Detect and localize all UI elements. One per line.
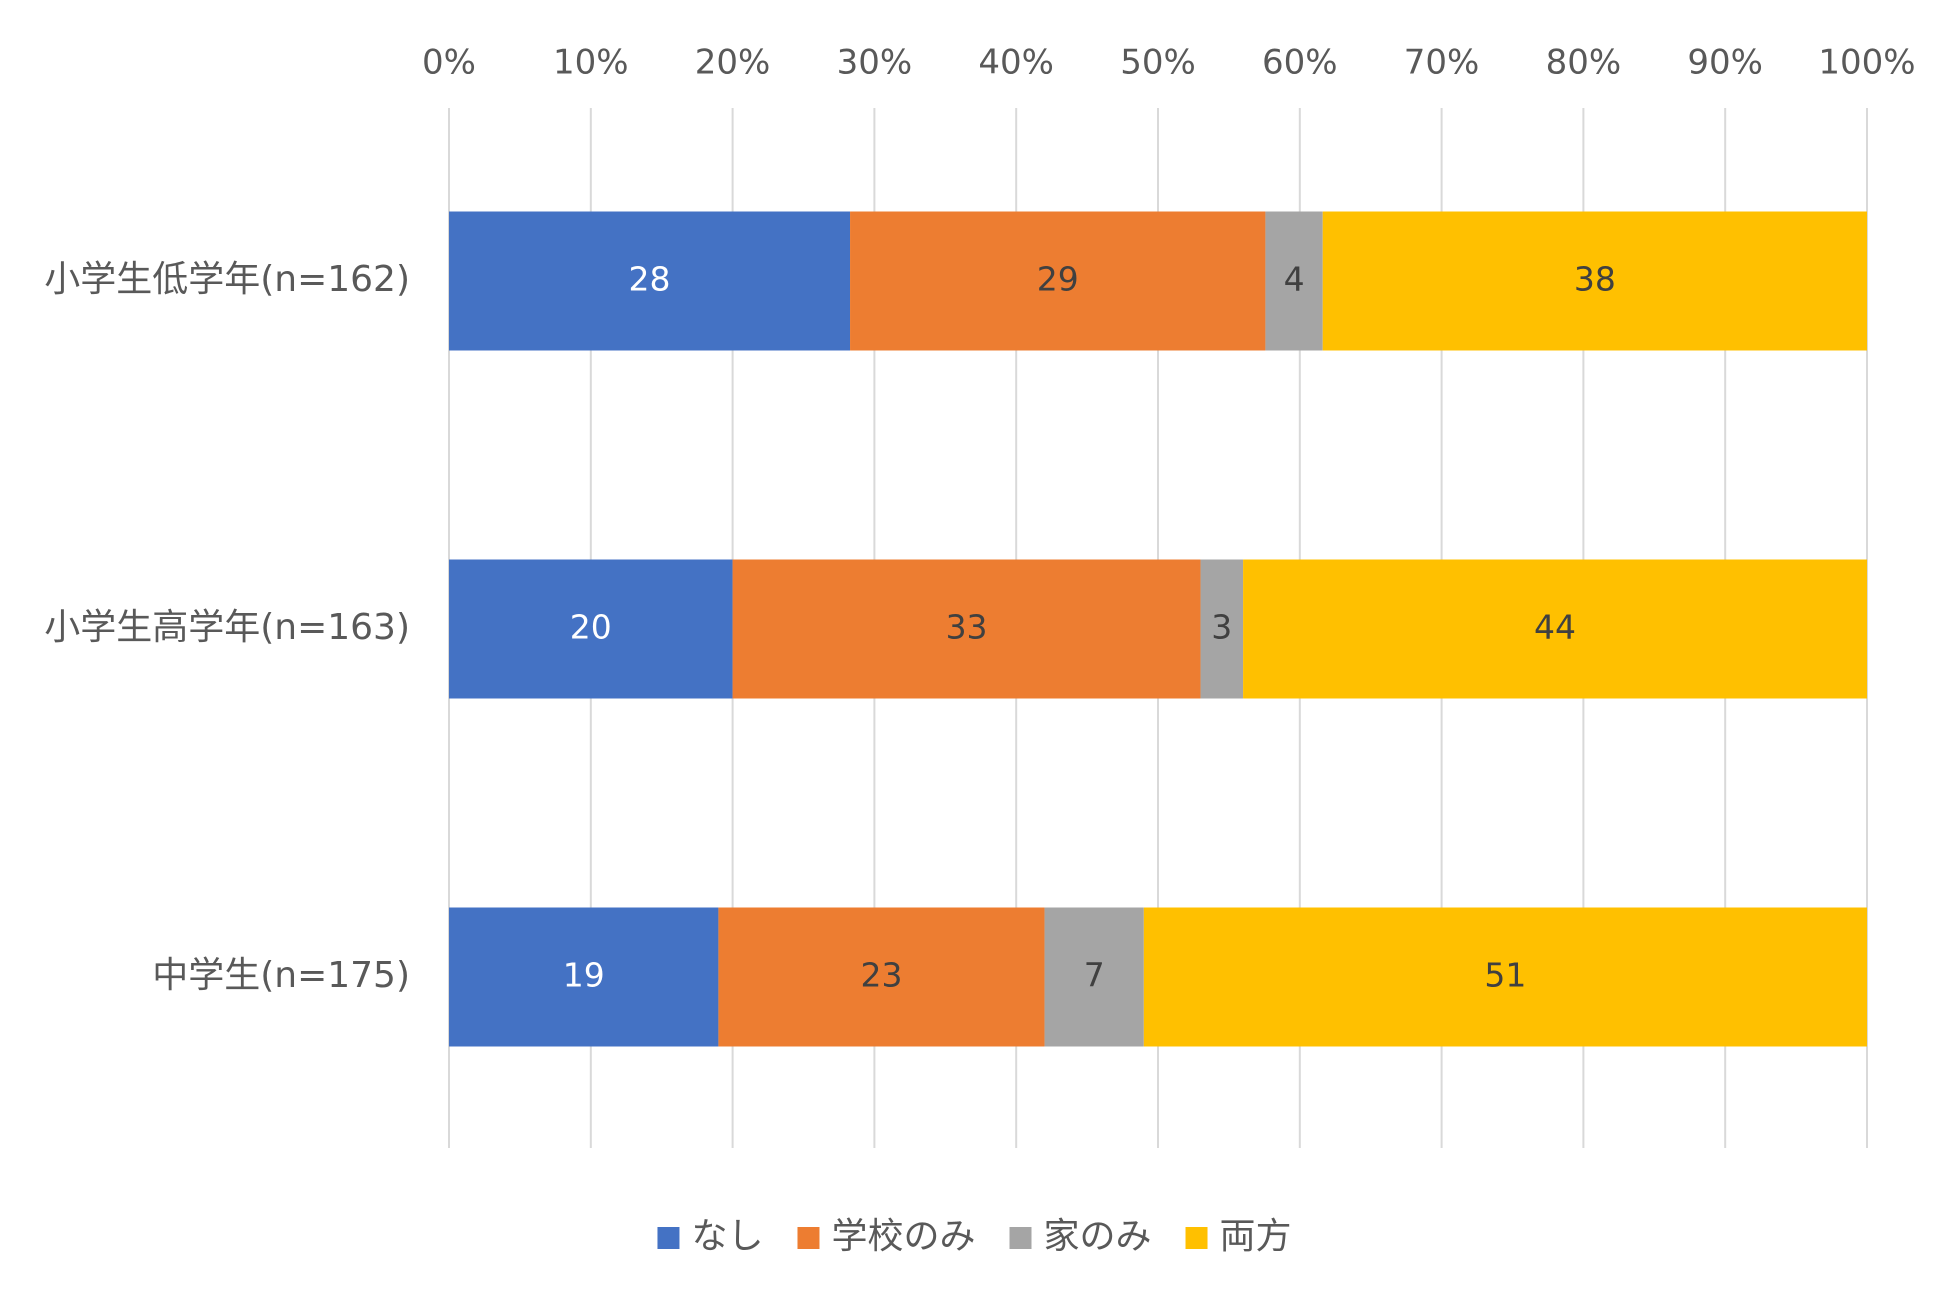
data-label: 51	[1484, 956, 1526, 995]
bar-segment	[1243, 559, 1867, 699]
data-label: 3	[1211, 608, 1232, 647]
legend-label: 家のみ	[1044, 1216, 1152, 1257]
legend-item: 学校のみ	[797, 1216, 976, 1257]
x-tick-label: 40%	[978, 43, 1054, 83]
data-label: 7	[1084, 956, 1105, 995]
x-tick-label: 50%	[1120, 43, 1196, 83]
legend-swatch	[1009, 1227, 1032, 1249]
legend-item: 家のみ	[1009, 1216, 1152, 1257]
data-label: 20	[570, 608, 612, 647]
data-label: 38	[1574, 260, 1616, 299]
legend-item: なし	[657, 1216, 763, 1257]
data-label: 33	[946, 608, 988, 647]
x-tick-label: 0%	[422, 43, 476, 83]
legend-label: なし	[691, 1216, 763, 1257]
category-label: 小学生低学年(n=162)	[44, 259, 410, 300]
legend-label: 学校のみ	[831, 1216, 975, 1257]
x-tick-label: 10%	[553, 43, 629, 83]
data-label: 28	[629, 260, 671, 299]
bar-segment	[718, 907, 1045, 1047]
category-labels: 小学生低学年(n=162) 小学生高学年(n=163) 中学生(n=175)	[44, 259, 410, 996]
bar-segment	[1265, 211, 1323, 351]
x-tick-label: 70%	[1404, 43, 1480, 83]
legend-item: 両方	[1185, 1216, 1292, 1257]
data-label: 29	[1037, 260, 1079, 299]
category-label: 小学生高学年(n=163)	[44, 607, 410, 648]
legend-swatch	[797, 1227, 820, 1249]
category-label: 中学生(n=175)	[152, 955, 410, 996]
data-label: 4	[1284, 260, 1305, 299]
data-label: 19	[563, 956, 605, 995]
data-label: 44	[1534, 608, 1576, 647]
x-tick-label: 20%	[695, 43, 771, 83]
legend-label: 両方	[1220, 1216, 1292, 1257]
x-tick-label: 80%	[1546, 43, 1622, 83]
x-tick-label: 100%	[1818, 43, 1915, 83]
data-label: 23	[860, 956, 902, 995]
legend: なし 学校のみ 家のみ 両方	[657, 1216, 1292, 1257]
x-axis-ticks: 0% 10% 20% 30% 40% 50% 60% 70% 80% 90% 100%	[422, 43, 1916, 83]
bar-segment	[449, 907, 719, 1047]
bar-segment	[1322, 211, 1867, 351]
x-tick-label: 90%	[1687, 43, 1763, 83]
legend-swatch	[1185, 1227, 1208, 1249]
bar-segments	[449, 211, 1867, 1047]
bar-segment	[732, 559, 1201, 699]
bar-segment	[1143, 907, 1867, 1047]
bar-segment	[449, 211, 851, 351]
legend-swatch	[657, 1227, 680, 1249]
bar-segment	[1044, 907, 1144, 1047]
bar-segment	[1200, 559, 1244, 699]
x-tick-label: 30%	[837, 43, 913, 83]
bar-segment	[850, 211, 1266, 351]
bar-segment	[449, 559, 733, 699]
x-tick-label: 60%	[1262, 43, 1338, 83]
